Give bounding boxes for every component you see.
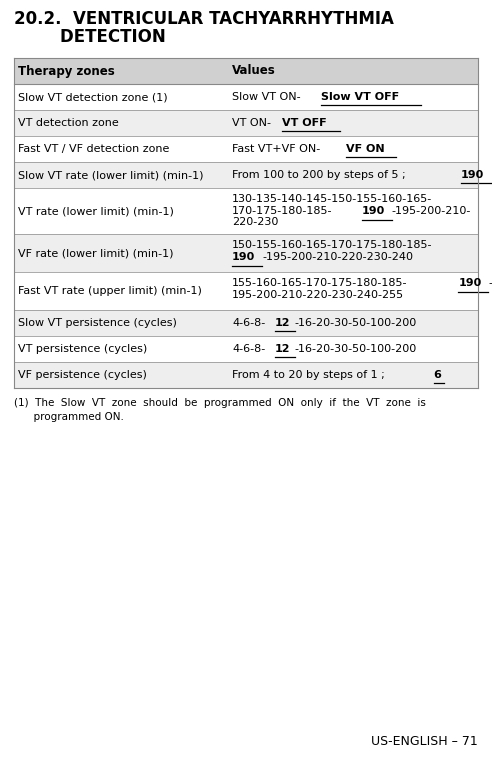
Text: 190: 190 (232, 251, 255, 262)
Text: Slow VT persistence (cycles): Slow VT persistence (cycles) (18, 318, 177, 328)
Bar (14, 110, 478, 136)
Text: Slow VT ON-: Slow VT ON- (232, 92, 301, 102)
Text: VT detection zone: VT detection zone (18, 118, 119, 128)
Text: 150-155-160-165-170-175-180-185-: 150-155-160-165-170-175-180-185- (232, 240, 432, 250)
Text: -195-200-210-: -195-200-210- (392, 206, 471, 216)
Text: 195-200-210-220-230-240-255: 195-200-210-220-230-240-255 (232, 289, 404, 300)
Text: Slow VT OFF: Slow VT OFF (321, 92, 399, 102)
Text: 190: 190 (459, 278, 482, 288)
Bar (14, 136, 478, 162)
Text: 190: 190 (461, 170, 484, 180)
Text: 220-230: 220-230 (232, 217, 278, 227)
Text: US-ENGLISH – 71: US-ENGLISH – 71 (371, 735, 478, 748)
Text: Fast VT+VF ON-: Fast VT+VF ON- (232, 144, 320, 154)
Text: VT OFF: VT OFF (282, 118, 327, 128)
Text: VF ON: VF ON (346, 144, 384, 154)
Text: (1)  The  Slow  VT  zone  should  be  programmed  ON  only  if  the  VT  zone  i: (1) The Slow VT zone should be programme… (14, 398, 426, 408)
Text: -195-200-210-220-230-240: -195-200-210-220-230-240 (262, 251, 413, 262)
Text: Fast VT / VF detection zone: Fast VT / VF detection zone (18, 144, 169, 154)
Text: -16-20-30-50-100-200: -16-20-30-50-100-200 (295, 318, 417, 328)
Text: Slow VT detection zone (1): Slow VT detection zone (1) (18, 92, 168, 102)
Text: Therapy zones: Therapy zones (18, 65, 115, 77)
Text: 4-6-8-: 4-6-8- (232, 344, 265, 354)
Bar (14, 162, 478, 188)
Bar (14, 188, 478, 234)
Text: -16-20-30-50-100-200: -16-20-30-50-100-200 (295, 344, 417, 354)
Bar (14, 58, 478, 84)
Text: 4-6-8-: 4-6-8- (232, 318, 265, 328)
Text: VT ON-: VT ON- (232, 118, 271, 128)
Text: -: - (489, 278, 492, 288)
Text: From 100 to 200 by steps of 5 ;: From 100 to 200 by steps of 5 ; (232, 170, 409, 180)
Text: Values: Values (232, 65, 276, 77)
Text: VF rate (lower limit) (min-1): VF rate (lower limit) (min-1) (18, 248, 174, 258)
Bar (14, 234, 478, 272)
Text: 190: 190 (362, 206, 385, 216)
Text: Fast VT rate (upper limit) (min-1): Fast VT rate (upper limit) (min-1) (18, 286, 202, 296)
Text: Slow VT rate (lower limit) (min-1): Slow VT rate (lower limit) (min-1) (18, 170, 204, 180)
Text: programmed ON.: programmed ON. (14, 412, 124, 422)
Text: 130-135-140-145-150-155-160-165-: 130-135-140-145-150-155-160-165- (232, 194, 432, 204)
Text: VF persistence (cycles): VF persistence (cycles) (18, 370, 147, 380)
Text: VT rate (lower limit) (min-1): VT rate (lower limit) (min-1) (18, 206, 174, 216)
Bar (14, 272, 478, 310)
Bar (14, 310, 478, 336)
Bar (14, 336, 478, 362)
Text: 170-175-180-185-: 170-175-180-185- (232, 206, 333, 216)
Bar (14, 84, 478, 110)
Text: From 4 to 20 by steps of 1 ;: From 4 to 20 by steps of 1 ; (232, 370, 388, 380)
Text: VT persistence (cycles): VT persistence (cycles) (18, 344, 147, 354)
Bar (14, 362, 478, 388)
Text: 20.2.  VENTRICULAR TACHYARRHYTHMIA: 20.2. VENTRICULAR TACHYARRHYTHMIA (14, 10, 394, 28)
Text: 12: 12 (275, 344, 290, 354)
Text: 6: 6 (433, 370, 441, 380)
Text: 12: 12 (275, 318, 290, 328)
Text: 155-160-165-170-175-180-185-: 155-160-165-170-175-180-185- (232, 278, 407, 288)
Text: DETECTION: DETECTION (14, 28, 166, 46)
